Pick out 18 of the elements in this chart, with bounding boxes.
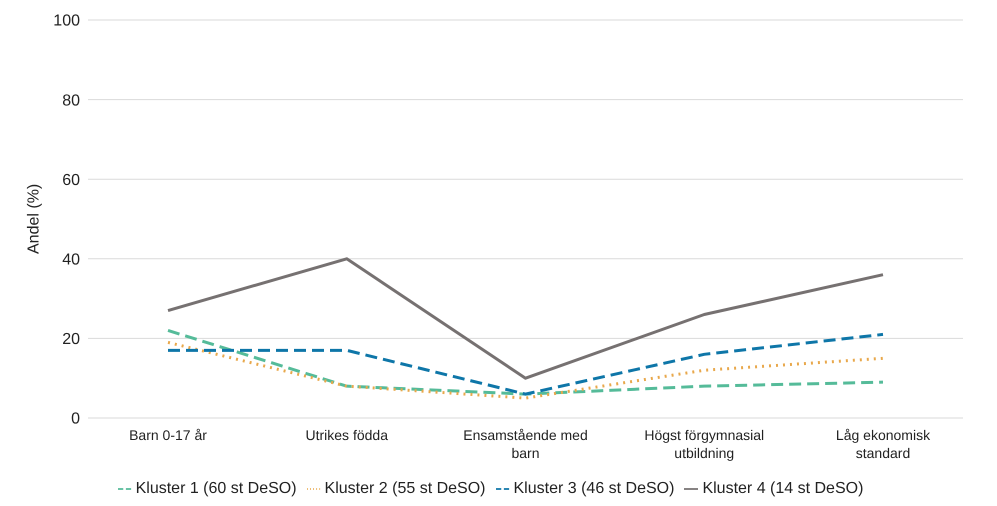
y-tick-label: 100: [53, 12, 80, 30]
legend-label: Kluster 4 (14 st DeSO): [702, 480, 864, 497]
legend-label: Kluster 1 (60 st DeSO): [136, 480, 297, 497]
legend-label: Kluster 2 (55 st DeSO): [324, 480, 486, 497]
x-tick-label: Utrikes födda: [306, 427, 388, 443]
line-series: [166, 340, 884, 400]
y-tick-label: 20: [62, 331, 80, 348]
line-series: [166, 257, 884, 380]
legend-label: Kluster 3 (46 st DeSO): [514, 480, 674, 497]
y-tick-label: 0: [71, 410, 80, 428]
x-tick-label: Ensamstående med barn: [463, 427, 588, 461]
x-tick-label: Barn 0-17 år: [129, 427, 208, 443]
x-tick-label: Låg ekonomisk standard: [836, 427, 932, 461]
y-tick-label: 40: [62, 251, 80, 268]
y-tick-label: 60: [62, 172, 80, 189]
y-tick-label: 80: [62, 92, 80, 110]
x-tick-label: Högst förgymnasial utbildning: [644, 427, 764, 461]
y-axis-title: Andel (%): [26, 184, 43, 254]
